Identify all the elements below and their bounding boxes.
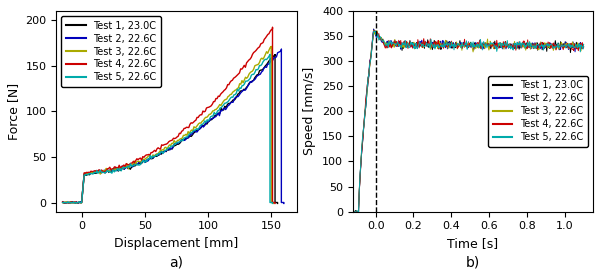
Legend: Test 1, 23.0C, Test 2, 22.6C, Test 3, 22.6C, Test 4, 22.6C, Test 5, 22.6C: Test 1, 23.0C, Test 2, 22.6C, Test 3, 22…: [61, 16, 161, 87]
Y-axis label: Speed [mm/s]: Speed [mm/s]: [304, 67, 316, 155]
Legend: Test 1, 23.0C, Test 2, 22.6C, Test 3, 22.6C, Test 4, 22.6C, Test 5, 22.6C: Test 1, 23.0C, Test 2, 22.6C, Test 3, 22…: [488, 76, 588, 147]
X-axis label: Time [s]: Time [s]: [448, 237, 499, 250]
Text: b): b): [466, 256, 480, 270]
X-axis label: Displacement [mm]: Displacement [mm]: [115, 237, 239, 250]
Y-axis label: Force [N]: Force [N]: [7, 83, 20, 140]
Text: a): a): [169, 256, 184, 270]
